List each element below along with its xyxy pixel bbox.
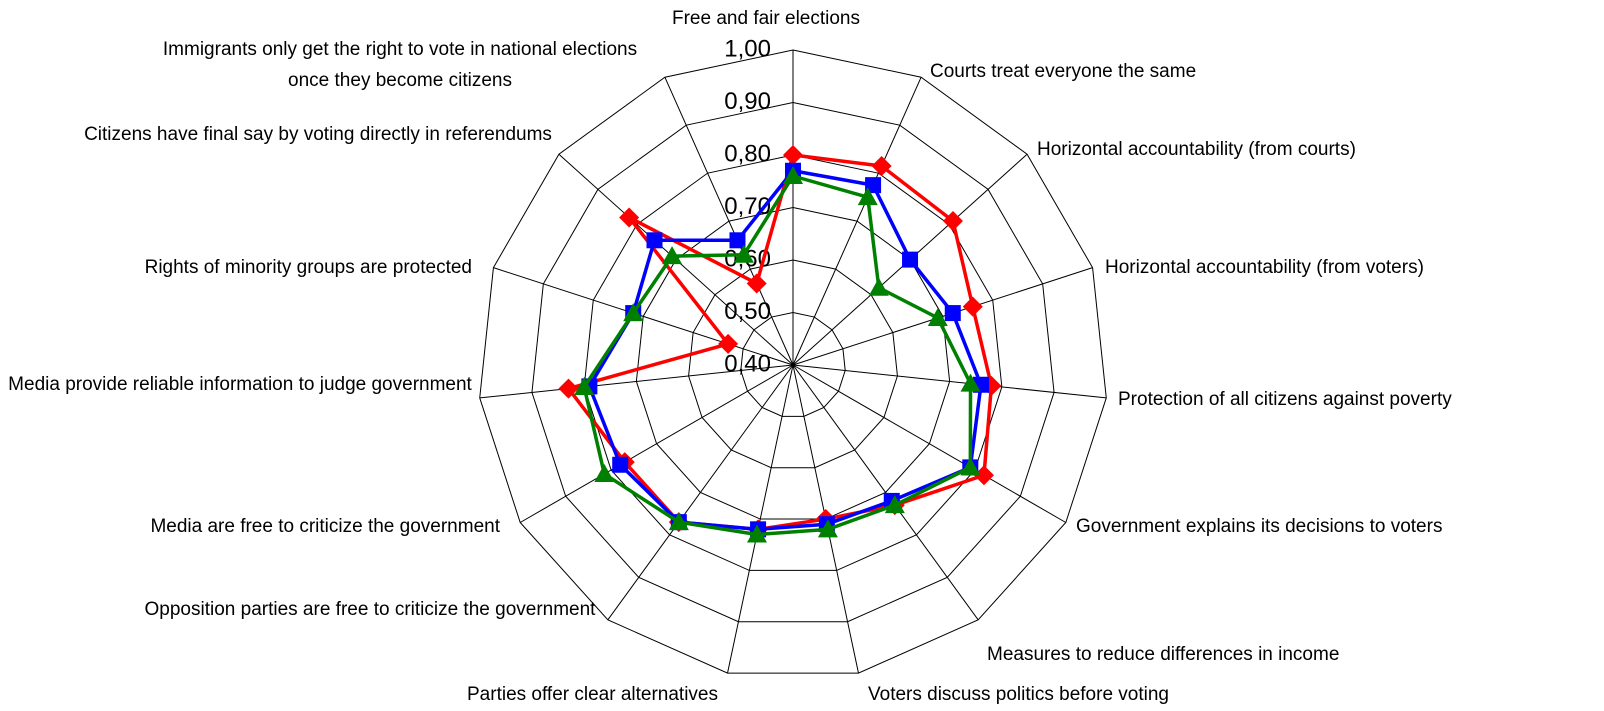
axis-spoke <box>792 77 922 366</box>
axis-label: Media provide reliable information to ju… <box>8 374 472 395</box>
tick-label: 0,50 <box>724 298 771 325</box>
tick-label: 0,40 <box>724 350 771 377</box>
marker <box>718 333 739 354</box>
axis-label: Protection of all citizens against pover… <box>1118 389 1452 410</box>
marker <box>902 251 919 268</box>
axis-spoke <box>519 364 794 523</box>
marker <box>817 519 838 538</box>
axis-spoke <box>792 267 1093 366</box>
marker <box>783 166 803 184</box>
marker <box>857 187 878 206</box>
grid-ring <box>479 49 1107 674</box>
marker <box>746 273 767 294</box>
tick-label: 0,90 <box>724 88 771 115</box>
axis-spoke <box>493 267 794 366</box>
tick-label: 1,00 <box>724 35 771 62</box>
series-line <box>587 169 983 532</box>
axis-spoke <box>792 364 979 621</box>
axis-label: Courts treat everyone the same <box>930 61 1197 82</box>
axis-label: Horizontal accountability (from voters) <box>1105 257 1424 278</box>
axis-spoke <box>727 364 794 674</box>
axis-label: Parties offer clear alternatives <box>467 684 718 705</box>
marker <box>612 456 629 473</box>
marker <box>574 376 595 395</box>
axis-label: Immigrants only get the right to vote in… <box>162 39 638 91</box>
axis-label: Rights of minority groups are protected <box>144 257 472 278</box>
axis-spoke <box>479 364 794 399</box>
series-line <box>566 153 994 532</box>
axis-label: Media are free to criticize the governme… <box>150 516 500 537</box>
axis-spoke <box>792 364 1107 399</box>
axis-spoke <box>792 364 1067 523</box>
marker <box>746 524 767 543</box>
axis-label: Voters discuss politics before voting <box>868 684 1169 705</box>
axis-spoke <box>607 364 794 621</box>
axis-label: Citizens have final say by voting direct… <box>84 124 552 145</box>
marker <box>558 378 579 399</box>
series-line <box>582 174 973 537</box>
tick-label: 0,80 <box>724 140 771 167</box>
marker <box>646 232 663 249</box>
axis-label: Measures to reduce differences in income <box>987 644 1340 665</box>
marker <box>973 465 994 486</box>
marker <box>962 296 983 317</box>
marker <box>942 210 963 231</box>
marker <box>783 145 803 165</box>
grid-ring <box>740 311 846 417</box>
marker <box>668 512 689 531</box>
marker <box>619 207 640 228</box>
marker <box>927 307 948 326</box>
axis-label: Opposition parties are free to criticize… <box>144 599 596 620</box>
axis-label: Government explains its decisions to vot… <box>1076 516 1443 537</box>
marker <box>960 373 981 392</box>
grid-ring <box>583 154 1003 571</box>
marker <box>884 495 905 514</box>
marker <box>960 457 981 476</box>
axis-label: Free and fair elections <box>672 8 860 29</box>
marker <box>594 463 615 482</box>
marker <box>623 303 644 322</box>
marker <box>868 277 889 296</box>
grid-ring <box>531 101 1055 623</box>
axis-label: Horizontal accountability (from courts) <box>1037 139 1356 160</box>
grid-ring <box>635 206 951 520</box>
marker <box>733 244 754 263</box>
marker <box>944 305 961 322</box>
axis-spoke <box>664 77 794 366</box>
marker <box>871 155 892 176</box>
marker <box>865 177 882 194</box>
marker <box>729 232 746 249</box>
marker <box>662 246 683 265</box>
